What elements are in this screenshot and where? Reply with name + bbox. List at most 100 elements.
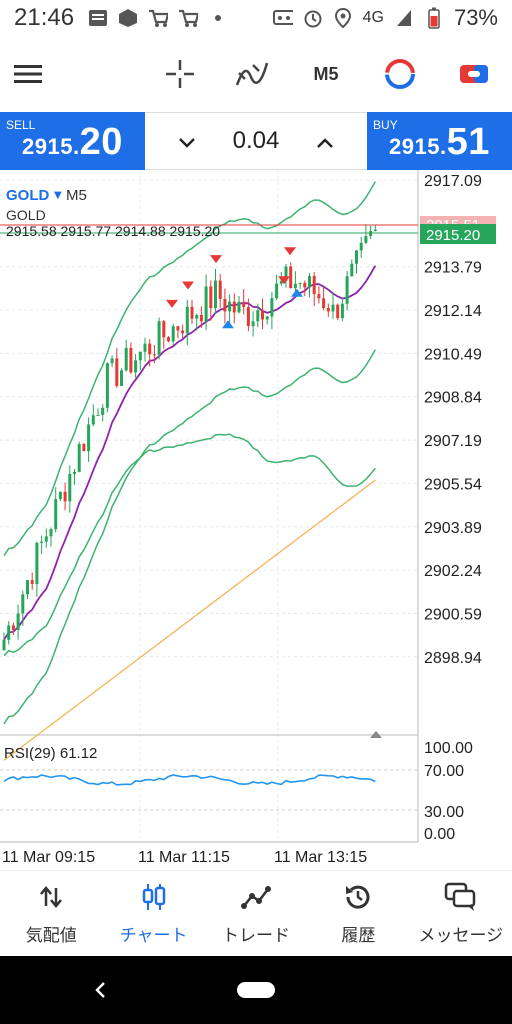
candle-body xyxy=(270,298,274,317)
candle-body xyxy=(293,283,297,289)
one-click-trading-button[interactable] xyxy=(380,54,420,94)
buy-button[interactable]: BUY 2915.51 xyxy=(367,112,512,170)
candle-body xyxy=(68,474,72,502)
candle-body xyxy=(345,276,349,304)
bid-price-label: 2915.20 xyxy=(426,227,480,244)
candle-body xyxy=(181,330,185,334)
candle-body xyxy=(105,363,109,408)
candle-body xyxy=(157,321,161,355)
volume-increase-button[interactable] xyxy=(311,129,339,157)
candle-body xyxy=(54,499,58,530)
nav-quotes[interactable]: 気配値 xyxy=(0,871,102,954)
candle-body xyxy=(134,360,138,373)
chevron-up-icon xyxy=(317,138,333,148)
candle-body xyxy=(308,276,311,288)
candle-body xyxy=(350,263,354,277)
candle-body xyxy=(204,286,208,322)
alarm-icon xyxy=(303,8,323,28)
candle-body xyxy=(279,280,283,284)
candle-body xyxy=(101,407,105,415)
menu-button[interactable] xyxy=(8,54,48,94)
chart-shift-icon[interactable] xyxy=(370,731,382,738)
candle-body xyxy=(152,354,156,356)
new-order-button[interactable] xyxy=(454,54,494,94)
volume-control: 0.04 xyxy=(145,112,367,170)
chart-symbol[interactable]: GOLD xyxy=(6,187,49,204)
one-click-trade-panel: SELL 2915.20 0.04 BUY 2915.51 xyxy=(0,112,512,170)
sell-signal-arrow xyxy=(166,299,178,308)
rsi-axis-tick-label: 30.00 xyxy=(424,804,464,821)
system-back-button[interactable] xyxy=(86,976,114,1004)
sell-button[interactable]: SELL 2915.20 xyxy=(0,112,145,170)
indicators-button[interactable] xyxy=(232,54,272,94)
chart-candles-icon xyxy=(136,879,172,915)
candle-body xyxy=(49,529,53,537)
candle-body xyxy=(261,310,264,320)
sell-label: SELL xyxy=(6,118,36,132)
network-type: 4G xyxy=(362,9,384,26)
y-axis-tick-label: 2898.94 xyxy=(424,650,482,667)
x-axis-tick-label: 11 Mar 13:15 xyxy=(274,849,367,866)
box-icon xyxy=(118,8,138,28)
rsi-axis-tick-label: 100.00 xyxy=(424,740,473,757)
bid-price-tag xyxy=(420,224,496,244)
chart-canvas[interactable]: GOLD ▼ M5 GOLD 2915.58 2915.77 2914.88 2… xyxy=(0,170,512,870)
candle-body xyxy=(359,242,363,251)
candle-body xyxy=(336,304,340,319)
nav-chart-label: チャート xyxy=(119,926,188,945)
candle-body xyxy=(246,307,250,327)
x-axis-tick-label: 11 Mar 09:15 xyxy=(2,849,95,866)
rsi-axis-tick-label: 0.00 xyxy=(424,826,455,843)
candle-body xyxy=(303,282,307,288)
nav-history[interactable]: 履歴 xyxy=(307,871,409,954)
candle-body xyxy=(275,283,279,299)
candle-body xyxy=(284,266,288,281)
candle-body xyxy=(185,306,189,334)
candle-body xyxy=(91,415,95,425)
x-axis-tick-label: 11 Mar 11:15 xyxy=(138,849,230,866)
candle-body xyxy=(190,306,194,319)
symbol-dropdown-icon[interactable]: ▼ xyxy=(54,190,62,201)
moving-average-line xyxy=(3,265,377,641)
cart-icon xyxy=(148,8,169,28)
system-home-button[interactable] xyxy=(237,982,275,998)
crosshair-button[interactable] xyxy=(160,54,200,94)
price-chart[interactable]: GOLD ▼ M5 GOLD 2915.58 2915.77 2914.88 2… xyxy=(0,170,512,870)
buy-signal-arrow xyxy=(291,288,303,297)
candle-body xyxy=(40,541,44,543)
candle-body xyxy=(322,298,326,309)
candle-body xyxy=(317,294,321,299)
volume-value[interactable]: 0.04 xyxy=(232,127,280,154)
candle-body xyxy=(26,580,29,595)
candle-body xyxy=(218,280,222,299)
candle-body xyxy=(21,594,25,614)
sell-signal-arrow xyxy=(284,247,296,256)
chart-symbol-name: GOLD xyxy=(6,207,46,223)
notification-icon xyxy=(88,8,108,28)
candle-body xyxy=(251,321,255,327)
candle-body xyxy=(340,303,344,319)
battery-icon xyxy=(424,7,444,29)
rsi-label: RSI(29) 61.12 xyxy=(4,745,97,762)
one-click-trading-icon xyxy=(385,59,415,89)
candle-body xyxy=(124,347,128,371)
y-axis-tick-label: 2905.54 xyxy=(424,476,482,493)
candle-body xyxy=(232,301,236,313)
candle-body xyxy=(63,491,67,502)
new-order-icon xyxy=(460,65,488,83)
signal-icon xyxy=(394,8,414,28)
nav-trade[interactable]: トレード xyxy=(205,871,307,954)
nav-chart[interactable]: チャート xyxy=(102,871,204,954)
buy-label: BUY xyxy=(373,118,398,132)
trade-icon xyxy=(238,879,274,915)
y-axis-tick-label: 2913.79 xyxy=(424,260,482,277)
volume-decrease-button[interactable] xyxy=(173,129,201,157)
candle-body xyxy=(2,639,6,651)
y-axis-tick-label: 2902.24 xyxy=(424,563,482,580)
timeframe-button[interactable]: M5 xyxy=(313,63,339,84)
candle-body xyxy=(223,298,227,312)
status-bar: 21:46 4G 73% xyxy=(0,0,512,36)
y-axis-tick-label: 2903.89 xyxy=(424,520,482,537)
candle-body xyxy=(171,326,175,342)
nav-messages[interactable]: メッセージ xyxy=(410,871,512,954)
